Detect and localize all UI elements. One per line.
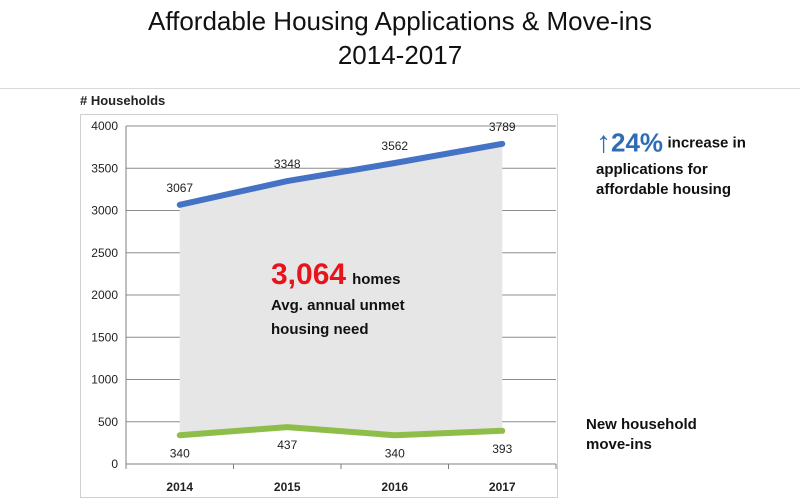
increase-text1: increase in	[667, 134, 746, 152]
y-tick-label: 2500	[91, 246, 118, 260]
y-tick-label: 3500	[91, 161, 118, 175]
increase-text3: affordable housing	[596, 181, 731, 198]
move-ins-line	[176, 424, 506, 439]
chart-subtitle: 2014-2017	[337, 40, 463, 70]
move-ins-data-label: 437	[277, 438, 297, 452]
y-tick-label: 2000	[91, 288, 118, 302]
increase-percent: 24%	[611, 127, 664, 158]
plot-frame	[80, 114, 558, 498]
applications-data-label: 3067	[166, 181, 193, 195]
y-tick-label: 3000	[91, 204, 118, 218]
x-tick-label: 2015	[274, 480, 301, 494]
move-ins-data-label: 340	[385, 446, 405, 460]
applications-line	[176, 140, 506, 208]
unmet-need-unit: homes	[352, 271, 401, 288]
chart-title: Affordable Housing Applications & Move-i…	[148, 6, 652, 36]
x-tick-label: 2016	[381, 480, 408, 494]
x-tick-label: 2014	[166, 480, 193, 494]
arrow-up-icon: ↑	[596, 126, 611, 159]
move-ins-data-label: 393	[492, 442, 512, 456]
applications-data-label: 3348	[274, 157, 301, 171]
move-ins-label-line2: move-ins	[586, 436, 652, 453]
y-axis-label: # Households	[80, 93, 166, 108]
y-tick-label: 500	[98, 415, 118, 429]
move-ins-data-label: 340	[170, 446, 190, 460]
title-divider	[0, 88, 800, 89]
y-tick-label: 0	[111, 457, 118, 471]
y-tick-label: 1500	[91, 330, 118, 344]
unmet-need-area	[179, 143, 503, 436]
applications-data-label: 3562	[381, 139, 408, 153]
unmet-need-value: 3,064	[271, 258, 347, 291]
y-tick-label: 1000	[91, 373, 118, 387]
applications-data-label: 3789	[489, 120, 516, 134]
y-tick-label: 4000	[91, 119, 118, 133]
unmet-need-callout: 3,064 homes Avg. annual unmet housing nee…	[271, 258, 461, 340]
x-tick-label: 2017	[489, 480, 516, 494]
move-ins-label-line1: New household	[586, 416, 697, 433]
move-ins-series-label: New household move-ins	[586, 415, 786, 455]
applications-increase-stat: ↑24% increase in applications for afford…	[596, 126, 796, 200]
unmet-need-line2: housing need	[271, 321, 369, 338]
unmet-need-line1: Avg. annual unmet	[271, 297, 405, 314]
increase-text2: applications for	[596, 161, 708, 178]
